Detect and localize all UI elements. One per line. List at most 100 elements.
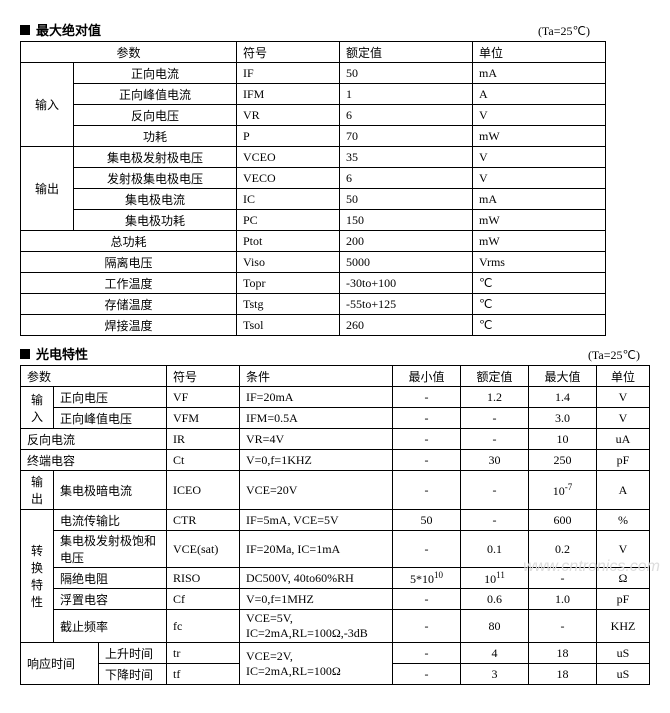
param-cell: 反向电压 — [74, 105, 237, 126]
max-cell: 600 — [529, 510, 597, 531]
cond-cell: IF=20mA — [240, 387, 393, 408]
abs-max-table: 参数 符号 额定值 单位 输入 正向电流 IF 50 mA 正向峰值电流 IFM… — [20, 41, 606, 336]
typ-cell: - — [461, 471, 529, 510]
unit-cell: uS — [597, 664, 650, 685]
symbol-cell: VF — [167, 387, 240, 408]
cond-cell: IF=20Ma, IC=1mA — [240, 531, 393, 568]
table-header-row: 参数 符号 额定值 单位 — [21, 42, 606, 63]
param-cell: 截止频率 — [54, 610, 167, 643]
min-cell: - — [393, 450, 461, 471]
unit-cell: uS — [597, 643, 650, 664]
typ-cell: 1011 — [461, 568, 529, 589]
section-marker — [20, 25, 30, 35]
typ-cell: - — [461, 408, 529, 429]
optoelectronic-table: 参数 符号 条件 最小值 额定值 最大值 单位 输入 正向电压 VF IF=20… — [20, 365, 650, 685]
symbol-cell: VECO — [237, 168, 340, 189]
rating-cell: 6 — [340, 168, 473, 189]
unit-cell: mA — [473, 189, 606, 210]
rating-cell: 150 — [340, 210, 473, 231]
typ-cell: 0.6 — [461, 589, 529, 610]
cond-cell: VR=4V — [240, 429, 393, 450]
symbol-cell: IC — [237, 189, 340, 210]
col-min: 最小值 — [393, 366, 461, 387]
symbol-cell: tf — [167, 664, 240, 685]
group-output: 输出 — [21, 471, 54, 510]
param-cell: 功耗 — [74, 126, 237, 147]
min-cell: 50 — [393, 510, 461, 531]
table-row: 截止频率 fc VCE=5V, IC=2mA,RL=100Ω,-3dB - 80… — [21, 610, 650, 643]
symbol-cell: IR — [167, 429, 240, 450]
rating-cell: 200 — [340, 231, 473, 252]
cond-cell: V=0,f=1KHZ — [240, 450, 393, 471]
table-row: 反向电压 VR 6 V — [21, 105, 606, 126]
symbol-cell: CTR — [167, 510, 240, 531]
cond-cell: IFM=0.5A — [240, 408, 393, 429]
section2-note: (Ta=25℃) — [588, 348, 640, 363]
min-cell: - — [393, 429, 461, 450]
table-row: 焊接温度 Tsol 260 ℃ — [21, 315, 606, 336]
table-row: 存储温度 Tstg -55to+125 ℃ — [21, 294, 606, 315]
cond-cell: VCE=5V, IC=2mA,RL=100Ω,-3dB — [240, 610, 393, 643]
unit-cell: % — [597, 510, 650, 531]
max-cell: 1.0 — [529, 589, 597, 610]
unit-cell: A — [473, 84, 606, 105]
min-cell: - — [393, 610, 461, 643]
symbol-cell: VFM — [167, 408, 240, 429]
min-cell: - — [393, 643, 461, 664]
unit-cell: ℃ — [473, 273, 606, 294]
section2-title: 光电特性 — [36, 344, 88, 363]
table-row: 隔绝电阻 RISO DC500V, 40to60%RH 5*1010 1011 … — [21, 568, 650, 589]
cond-cell: VCE=20V — [240, 471, 393, 510]
table-row: 输出 集电极暗电流 ICEO VCE=20V - - 10-7 A — [21, 471, 650, 510]
symbol-cell: ICEO — [167, 471, 240, 510]
group-input: 输入 — [21, 63, 74, 147]
table-header-row: 参数 符号 条件 最小值 额定值 最大值 单位 — [21, 366, 650, 387]
rating-cell: 50 — [340, 189, 473, 210]
cond-cell: V=0,f=1MHZ — [240, 589, 393, 610]
table-row: 输入 正向电压 VF IF=20mA - 1.2 1.4 V — [21, 387, 650, 408]
min-cell: - — [393, 471, 461, 510]
col-rating: 额定值 — [340, 42, 473, 63]
unit-cell: V — [473, 147, 606, 168]
unit-cell: mA — [473, 63, 606, 84]
group-input: 输入 — [21, 387, 54, 429]
symbol-cell: Ct — [167, 450, 240, 471]
unit-cell: V — [597, 408, 650, 429]
table-row: 功耗 P 70 mW — [21, 126, 606, 147]
param-cell: 总功耗 — [21, 231, 237, 252]
rating-cell: 35 — [340, 147, 473, 168]
param-cell: 隔绝电阻 — [54, 568, 167, 589]
min-cell: - — [393, 531, 461, 568]
param-cell: 终端电容 — [21, 450, 167, 471]
param-cell: 浮置电容 — [54, 589, 167, 610]
symbol-cell: Topr — [237, 273, 340, 294]
col-symbol: 符号 — [167, 366, 240, 387]
symbol-cell: IFM — [237, 84, 340, 105]
max-cell: 250 — [529, 450, 597, 471]
symbol-cell: Tsol — [237, 315, 340, 336]
unit-cell: V — [597, 387, 650, 408]
max-cell: 18 — [529, 643, 597, 664]
symbol-cell: fc — [167, 610, 240, 643]
unit-cell: pF — [597, 450, 650, 471]
col-typ: 额定值 — [461, 366, 529, 387]
max-cell: - — [529, 568, 597, 589]
section1-note: (Ta=25℃) — [538, 24, 590, 39]
table-row: 反向电流 IR VR=4V - - 10 uA — [21, 429, 650, 450]
min-cell: 5*1010 — [393, 568, 461, 589]
table-row: 隔离电压 Viso 5000 Vrms — [21, 252, 606, 273]
unit-cell: pF — [597, 589, 650, 610]
rating-cell: 6 — [340, 105, 473, 126]
symbol-cell: Tstg — [237, 294, 340, 315]
table-row: 总功耗 Ptot 200 mW — [21, 231, 606, 252]
unit-cell: ℃ — [473, 315, 606, 336]
typ-cell: 3 — [461, 664, 529, 685]
max-cell: 0.2 — [529, 531, 597, 568]
typ-cell: - — [461, 510, 529, 531]
param-cell: 正向电流 — [74, 63, 237, 84]
col-param: 参数 — [21, 366, 167, 387]
rating-cell: 70 — [340, 126, 473, 147]
unit-cell: Ω — [597, 568, 650, 589]
table-row: 响应时间 上升时间 tr VCE=2V, IC=2mA,RL=100Ω - 4 … — [21, 643, 650, 664]
unit-cell: V — [473, 168, 606, 189]
